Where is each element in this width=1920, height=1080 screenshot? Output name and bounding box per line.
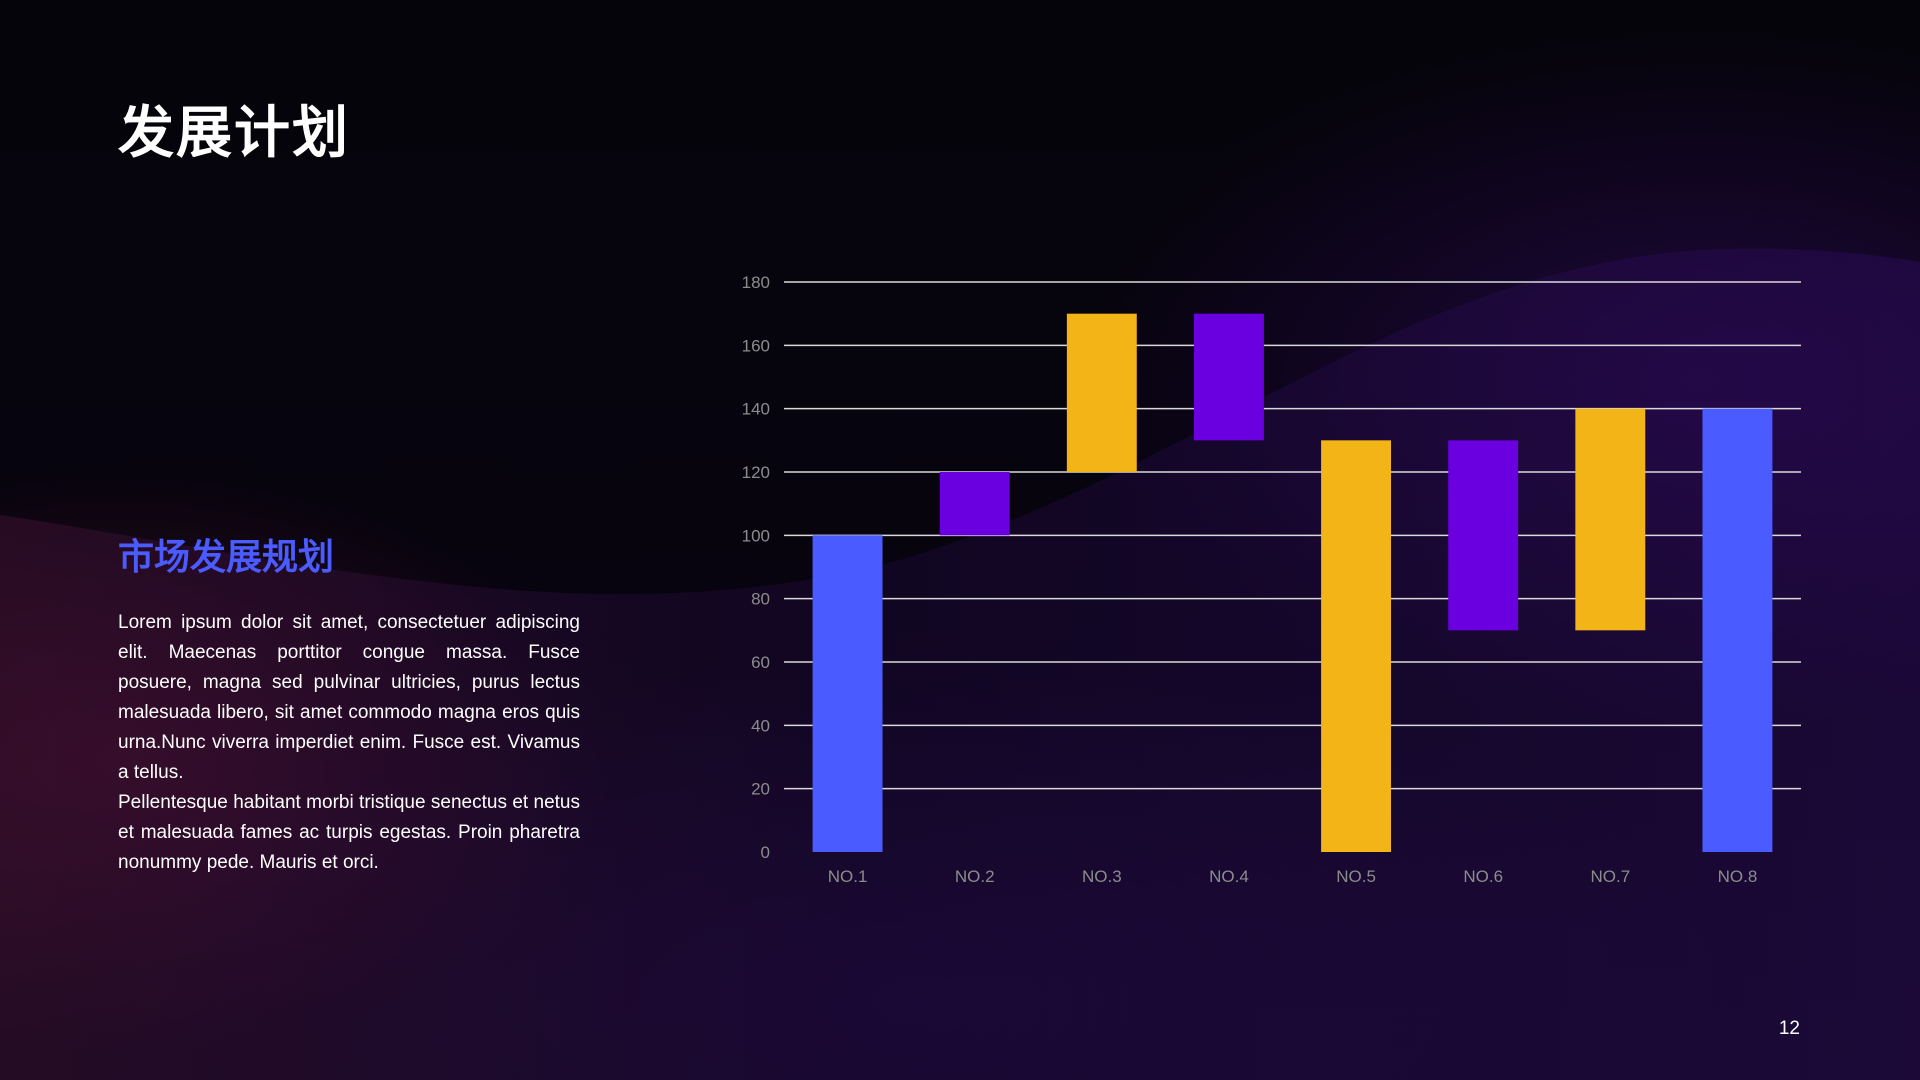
waterfall-chart: 0 20 40 60 80 100 120 140 160 180 NO.1 NO.2 NO.3 NO.4…	[742, 273, 1801, 886]
x-tick-label: NO.6	[1463, 867, 1503, 886]
body-text: Lorem ipsum dolor sit amet, consectetuer…	[118, 608, 580, 878]
x-tick-label: NO.2	[955, 867, 995, 886]
section-subtitle: 市场发展规划	[118, 537, 335, 578]
y-tick-label: 160	[742, 336, 770, 355]
body-paragraph: Pellentesque habitant morbi tristique se…	[118, 792, 580, 873]
x-tick-label: NO.4	[1209, 867, 1249, 886]
y-tick-label: 100	[742, 526, 770, 545]
y-tick-label: 0	[761, 843, 770, 862]
y-tick-label: 40	[751, 716, 770, 735]
bar-no1	[812, 535, 883, 852]
x-tick-label: NO.1	[828, 867, 868, 886]
page-number: 12	[1778, 1018, 1800, 1039]
body-paragraph: Lorem ipsum dolor sit amet, consectetuer…	[118, 612, 580, 783]
x-tick-label: NO.8	[1718, 867, 1758, 886]
y-tick-label: 180	[742, 273, 770, 292]
bar-no4	[1193, 313, 1264, 441]
y-tick-label: 80	[751, 590, 770, 609]
bar-no5	[1321, 440, 1392, 852]
y-tick-label: 60	[751, 653, 770, 672]
bar-no7	[1575, 408, 1646, 631]
y-tick-label: 120	[742, 463, 770, 482]
x-tick-label: NO.5	[1336, 867, 1376, 886]
slide-title: 发展计划	[118, 101, 350, 166]
bar-no6	[1448, 440, 1519, 631]
y-tick-label: 140	[742, 400, 770, 419]
bar-no8	[1702, 408, 1773, 852]
x-tick-label: NO.3	[1082, 867, 1122, 886]
y-tick-label: 20	[751, 780, 770, 799]
x-tick-label: NO.7	[1590, 867, 1630, 886]
bar-no2	[939, 472, 1010, 536]
bar-no3	[1066, 313, 1137, 472]
